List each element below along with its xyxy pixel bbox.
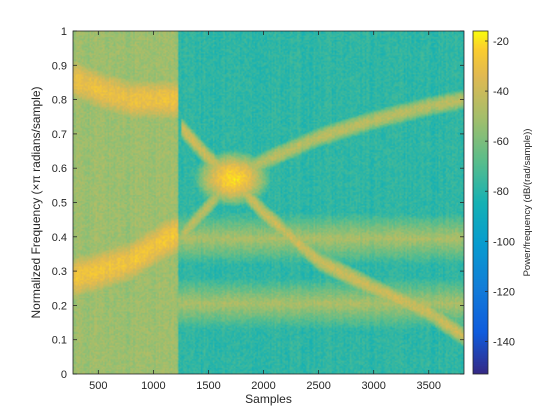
x-tick-label: 2000 — [251, 380, 275, 392]
y-tick-label: 0 — [61, 369, 67, 381]
x-tick-label: 1500 — [196, 380, 220, 392]
x-tick-label: 2500 — [306, 380, 330, 392]
y-tick-label: 0.8 — [52, 95, 67, 107]
colorbar: -140 -120 -100 -80 -60 -40 -20 Power/frequency… — [472, 30, 533, 375]
y-tick-label: 0.5 — [52, 198, 67, 210]
x-tick-label: 3500 — [417, 380, 441, 392]
y-tick-label: 0.3 — [52, 266, 67, 278]
y-tick-label: 0.9 — [52, 60, 67, 72]
y-tick-label: 0.7 — [52, 129, 67, 141]
colorbar-tick-label: -120 — [493, 286, 515, 298]
colorbar-tick-label: -100 — [493, 236, 515, 248]
x-tick-label: 1000 — [141, 380, 165, 392]
y-tick-label: 1 — [61, 26, 67, 38]
colorbar-tick-label: -20 — [493, 36, 509, 48]
colorbar-tick-label: -140 — [493, 336, 515, 348]
x-axis: 500 1000 1500 2000 2500 3000 3500 — [89, 31, 441, 392]
y-axis-label: Normalized Frequency (×π radians/sample) — [29, 86, 43, 318]
colorbar-frame — [472, 30, 489, 375]
x-tick-label: 500 — [89, 380, 107, 392]
colorbar-tick-label: -80 — [493, 186, 509, 198]
plot-area — [72, 30, 465, 375]
colorbar-tick-label: -40 — [493, 86, 509, 98]
y-axis: 0 0.1 0.2 0.3 0.4 0.5 0.6 0.7 0.8 0.9 1 — [52, 26, 464, 381]
colorbar-label: Power/frequency (dB/(rad/sample)) — [522, 129, 533, 277]
colorbar-ticks: -140 -120 -100 -80 -60 -40 -20 — [485, 36, 515, 348]
x-axis-label: Samples — [245, 392, 292, 406]
colorbar-tick-label: -60 — [493, 136, 509, 148]
y-tick-label: 0.1 — [52, 335, 67, 347]
y-tick-label: 0.6 — [52, 163, 67, 175]
spectrogram-heatmap — [73, 31, 464, 374]
y-tick-label: 0.4 — [52, 232, 67, 244]
colorbar-gradient — [473, 31, 488, 374]
x-tick-label: 3000 — [361, 380, 385, 392]
y-tick-label: 0.2 — [52, 300, 67, 312]
